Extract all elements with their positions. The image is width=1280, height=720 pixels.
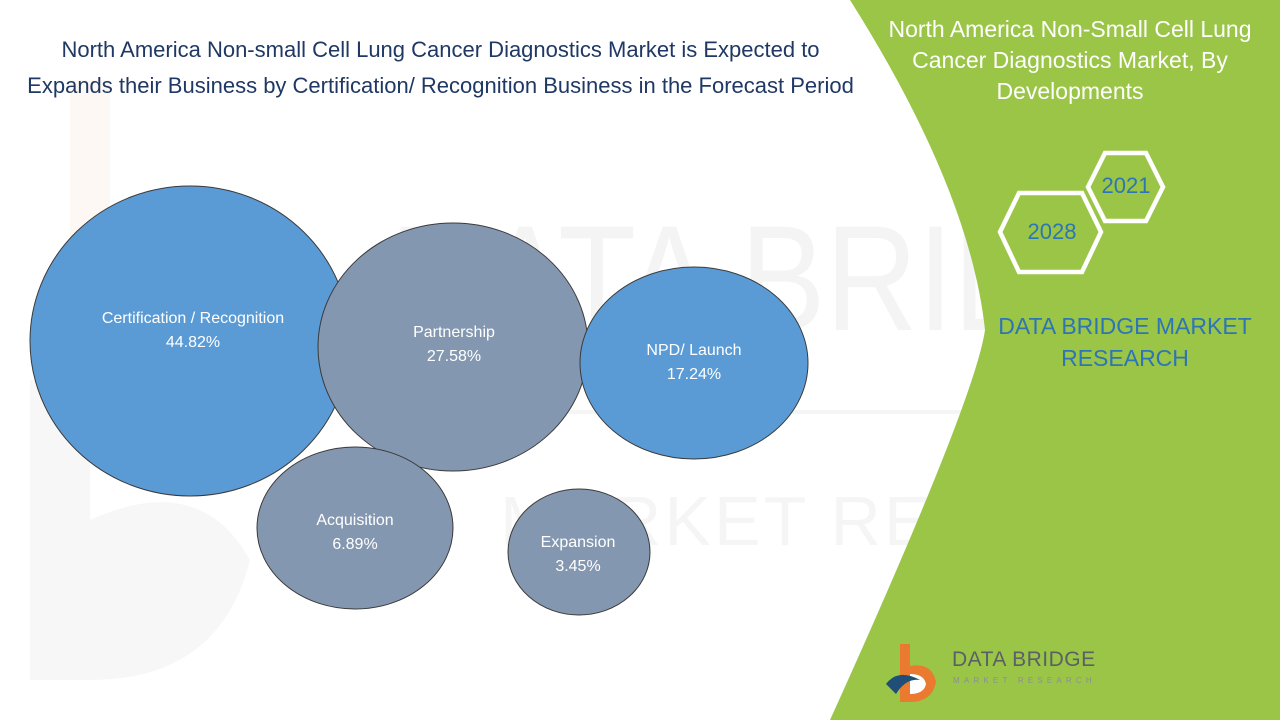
bubble-chart: Certification / Recognition 44.82% Partner… [29, 185, 809, 616]
hexagon-2028 [997, 190, 1104, 275]
logo-tagline: MARKET RESEARCH [953, 676, 1096, 685]
bubble-value-label: 27.58% [427, 348, 481, 365]
bubble-label: NPD/ Launch [646, 342, 741, 359]
logo-name: DATA BRIDGE [952, 648, 1096, 671]
bubble-label: Partnership [413, 324, 495, 341]
bubble-npd-launch [579, 266, 809, 460]
bubble-value-label: 44.82% [166, 334, 220, 351]
bubble-value-label: 6.89% [332, 536, 377, 553]
brand-text: DATA BRIDGE MARKET RESEARCH [998, 313, 1252, 371]
chart-title: North America Non-small Cell Lung Cancer… [27, 37, 854, 98]
bubble-label: Acquisition [316, 512, 393, 529]
year-end-label: 2028 [1027, 219, 1077, 244]
hexagon-2021 [1085, 150, 1166, 224]
side-panel-title: North America Non-Small Cell Lung Cancer… [888, 16, 1252, 104]
bubble-partnership [317, 222, 589, 472]
side-panel-shape [830, 0, 1280, 720]
bubble-label: Certification / Recognition [102, 310, 284, 327]
logo-icon [886, 644, 936, 702]
year-start-label: 2021 [1101, 173, 1151, 198]
bubble-value-label: 17.24% [667, 366, 721, 383]
bubble-expansion [507, 488, 651, 616]
bubble-label: Expansion [541, 534, 616, 551]
bubble-acquisition [256, 446, 454, 610]
bubble-value-label: 3.45% [555, 558, 600, 575]
watermark-rule [380, 410, 1260, 414]
